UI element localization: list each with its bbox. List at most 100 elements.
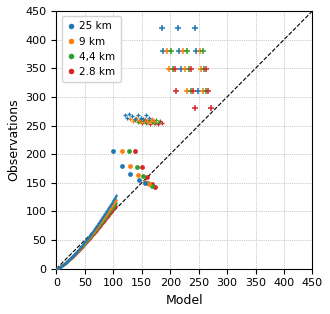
Point <box>86 236 92 241</box>
Point <box>88 233 93 238</box>
Point <box>74 249 80 254</box>
Point <box>99 219 104 224</box>
Point <box>80 245 85 250</box>
Point <box>112 203 117 208</box>
Point <box>77 246 82 251</box>
Point <box>79 245 84 250</box>
Point <box>80 242 85 247</box>
Point <box>88 231 94 236</box>
Point <box>56 265 62 270</box>
Point <box>96 226 101 231</box>
Point <box>85 238 91 243</box>
Point <box>99 221 104 226</box>
Point <box>91 230 96 235</box>
Point <box>148 122 153 127</box>
Point <box>73 251 78 256</box>
Point <box>202 67 207 72</box>
Point <box>103 217 108 222</box>
Point <box>82 239 88 244</box>
Point <box>113 194 118 199</box>
Point <box>58 264 63 269</box>
Point <box>100 221 105 226</box>
Point <box>112 195 117 200</box>
Point <box>105 207 110 212</box>
Point <box>99 218 104 223</box>
Point <box>61 262 67 267</box>
Point <box>57 265 63 270</box>
Point <box>149 183 155 188</box>
Point <box>66 257 72 263</box>
Point <box>161 49 166 54</box>
Point <box>85 235 91 240</box>
Point <box>87 235 92 240</box>
Point <box>104 209 109 214</box>
Point <box>55 266 60 271</box>
Point <box>95 222 100 227</box>
Point <box>73 251 79 256</box>
Point <box>81 243 86 248</box>
Point <box>97 223 102 228</box>
Point <box>99 220 104 225</box>
Point <box>104 208 109 213</box>
Point <box>91 228 96 233</box>
Point <box>151 121 157 126</box>
Point <box>64 259 70 264</box>
Point <box>140 173 146 178</box>
Point <box>68 257 73 262</box>
Point <box>55 266 60 271</box>
Point <box>107 212 112 217</box>
Point <box>85 238 90 243</box>
Point <box>62 262 67 267</box>
Point <box>111 202 116 207</box>
Point <box>64 259 70 264</box>
Point <box>184 89 189 94</box>
Point <box>206 89 211 94</box>
Point <box>72 252 77 257</box>
Point <box>101 220 106 225</box>
Point <box>112 202 117 207</box>
Point <box>97 225 102 230</box>
Point <box>66 258 71 263</box>
Point <box>56 265 61 270</box>
Legend: 25 km, 9 km, 4,4 km, 2.8 km: 25 km, 9 km, 4,4 km, 2.8 km <box>62 16 120 82</box>
Point <box>112 199 117 204</box>
Point <box>105 213 110 218</box>
Point <box>122 113 127 118</box>
Point <box>80 243 85 248</box>
Point <box>93 228 98 233</box>
Point <box>54 266 59 271</box>
Point <box>113 204 118 209</box>
Point <box>109 200 114 205</box>
Point <box>84 237 89 242</box>
Point <box>102 215 107 220</box>
Point <box>114 200 119 205</box>
Point <box>58 264 64 269</box>
Point <box>103 215 108 220</box>
Point <box>63 260 69 265</box>
Point <box>62 261 67 266</box>
Point <box>94 226 99 231</box>
Point <box>91 230 96 235</box>
Point <box>70 253 76 258</box>
Point <box>71 253 77 258</box>
Point <box>92 226 97 231</box>
Point <box>57 265 62 270</box>
Point <box>78 246 83 251</box>
Point <box>57 265 62 270</box>
Point <box>71 253 76 258</box>
Point <box>83 237 89 242</box>
Point <box>89 230 94 235</box>
Point <box>98 218 103 223</box>
Point <box>138 115 143 120</box>
Point <box>83 240 89 245</box>
Point <box>107 209 112 214</box>
Point <box>160 121 165 126</box>
Point <box>190 89 196 94</box>
Point <box>72 252 78 257</box>
Point <box>151 118 157 123</box>
Point <box>70 254 76 259</box>
Point <box>70 255 75 260</box>
Point <box>132 149 138 154</box>
Point <box>69 255 74 260</box>
Point <box>54 266 59 271</box>
